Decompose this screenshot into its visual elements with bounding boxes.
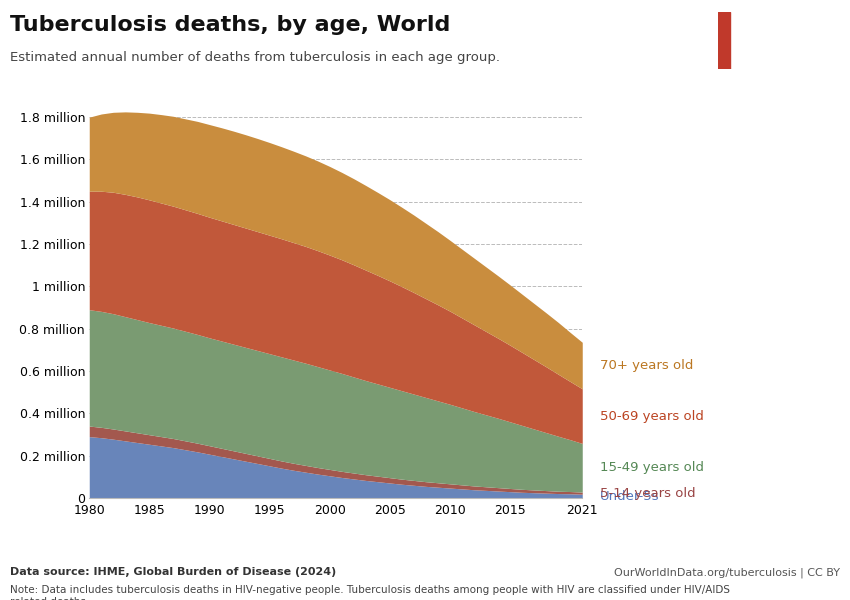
Bar	[718, 12, 729, 69]
Text: 15-49 years old: 15-49 years old	[600, 461, 705, 474]
Text: Data source: IHME, Global Burden of Disease (2024): Data source: IHME, Global Burden of Dise…	[10, 567, 337, 577]
Text: 50-69 years old: 50-69 years old	[600, 410, 704, 422]
Text: Tuberculosis deaths, by age, World: Tuberculosis deaths, by age, World	[10, 15, 450, 35]
Text: Note: Data includes tuberculosis deaths in HIV-negative people. Tuberculosis dea: Note: Data includes tuberculosis deaths …	[10, 585, 730, 600]
Text: 70+ years old: 70+ years old	[600, 359, 694, 372]
Text: OurWorldInData.org/tuberculosis | CC BY: OurWorldInData.org/tuberculosis | CC BY	[614, 567, 840, 577]
Text: 5-14 years old: 5-14 years old	[600, 487, 696, 500]
Text: Estimated annual number of deaths from tuberculosis in each age group.: Estimated annual number of deaths from t…	[10, 51, 500, 64]
Text: Under-5s: Under-5s	[600, 490, 660, 503]
Text: Our World
in Data: Our World in Data	[750, 29, 813, 52]
